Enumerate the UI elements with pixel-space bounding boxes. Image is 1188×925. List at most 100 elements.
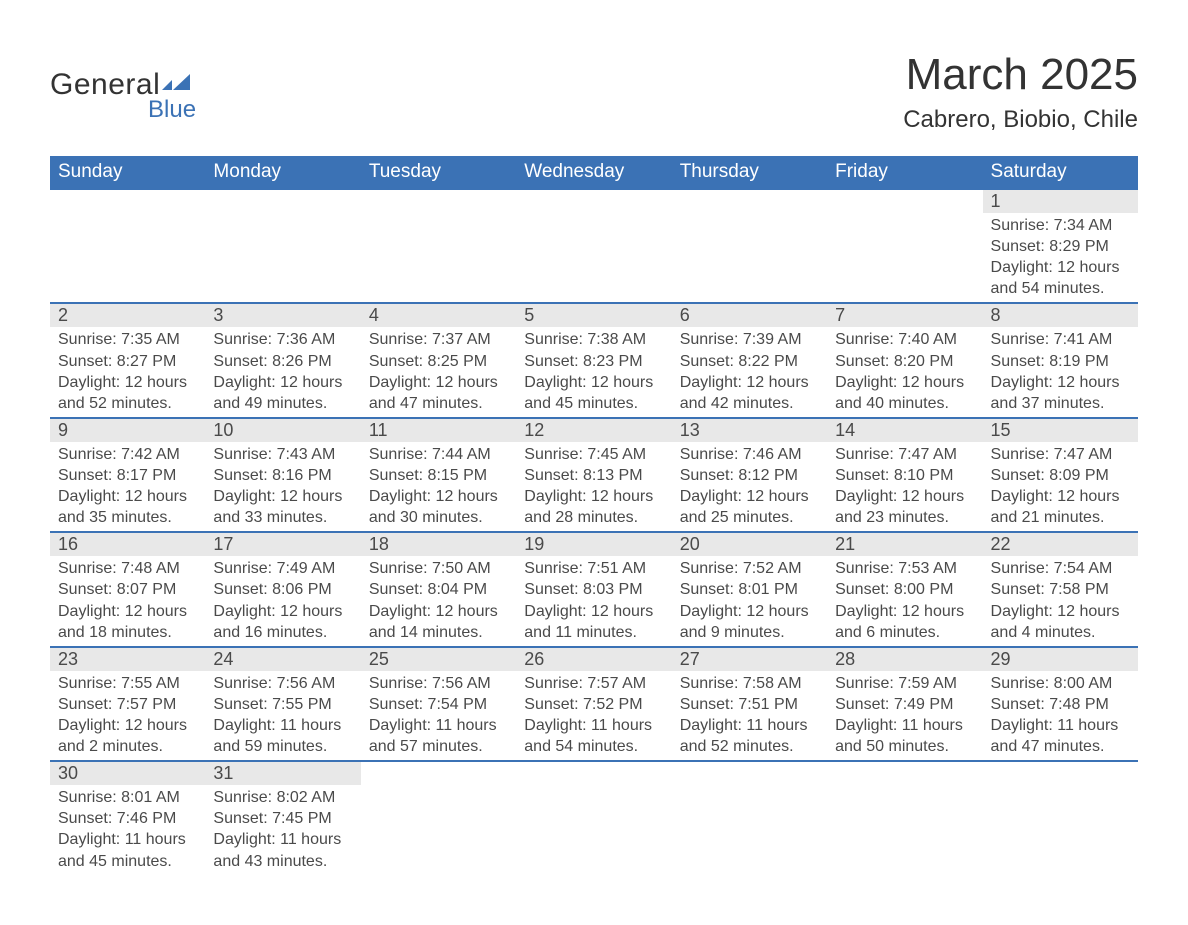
sunrise-label: Sunrise: 7:35 AM <box>58 329 197 350</box>
day-number: 2 <box>50 303 205 327</box>
daylight-label: and 54 minutes. <box>524 736 663 757</box>
sunset-label: Sunset: 8:25 PM <box>369 351 508 372</box>
daylight-label: Daylight: 12 hours <box>680 372 819 393</box>
daylight-label: Daylight: 12 hours <box>213 372 352 393</box>
daynum-row: 3031 <box>50 761 1138 785</box>
header: General Blue March 2025 Cabrero, Biobio,… <box>50 50 1138 134</box>
daylight-label: Daylight: 11 hours <box>369 715 508 736</box>
content-row: Sunrise: 7:35 AMSunset: 8:27 PMDaylight:… <box>50 327 1138 417</box>
daylight-label: and 52 minutes. <box>58 393 197 414</box>
day-number <box>672 761 827 785</box>
sunrise-label: Sunrise: 7:57 AM <box>524 673 663 694</box>
daylight-label: Daylight: 12 hours <box>58 601 197 622</box>
sunset-label: Sunset: 8:07 PM <box>58 579 197 600</box>
sunset-label: Sunset: 7:57 PM <box>58 694 197 715</box>
sunrise-label: Sunrise: 7:38 AM <box>524 329 663 350</box>
daylight-label: and 25 minutes. <box>680 507 819 528</box>
day-cell: Sunrise: 7:49 AMSunset: 8:06 PMDaylight:… <box>205 556 360 646</box>
day-number: 9 <box>50 418 205 442</box>
day-cell: Sunrise: 7:48 AMSunset: 8:07 PMDaylight:… <box>50 556 205 646</box>
day-number: 13 <box>672 418 827 442</box>
sunrise-label: Sunrise: 7:58 AM <box>680 673 819 694</box>
day-cell: Sunrise: 7:39 AMSunset: 8:22 PMDaylight:… <box>672 327 827 417</box>
content-row: Sunrise: 7:42 AMSunset: 8:17 PMDaylight:… <box>50 442 1138 532</box>
daylight-label: Daylight: 12 hours <box>835 601 974 622</box>
sunrise-label: Sunrise: 7:52 AM <box>680 558 819 579</box>
sunrise-label: Sunrise: 7:34 AM <box>991 215 1130 236</box>
sunrise-label: Sunrise: 7:56 AM <box>369 673 508 694</box>
day-number <box>516 761 671 785</box>
sunrise-label: Sunrise: 7:54 AM <box>991 558 1130 579</box>
daylight-label: Daylight: 11 hours <box>835 715 974 736</box>
sunrise-label: Sunrise: 7:45 AM <box>524 444 663 465</box>
daylight-label: Daylight: 12 hours <box>680 486 819 507</box>
sunset-label: Sunset: 8:03 PM <box>524 579 663 600</box>
day-cell: Sunrise: 8:02 AMSunset: 7:45 PMDaylight:… <box>205 785 360 874</box>
daylight-label: Daylight: 11 hours <box>213 715 352 736</box>
content-row: Sunrise: 7:55 AMSunset: 7:57 PMDaylight:… <box>50 671 1138 761</box>
daylight-label: and 23 minutes. <box>835 507 974 528</box>
day-number: 17 <box>205 532 360 556</box>
day-number <box>516 189 671 213</box>
day-cell: Sunrise: 7:59 AMSunset: 7:49 PMDaylight:… <box>827 671 982 761</box>
day-cell <box>50 213 205 303</box>
day-number: 11 <box>361 418 516 442</box>
daylight-label: Daylight: 12 hours <box>991 372 1130 393</box>
day-number <box>50 189 205 213</box>
sunrise-label: Sunrise: 7:44 AM <box>369 444 508 465</box>
day-cell: Sunrise: 8:00 AMSunset: 7:48 PMDaylight:… <box>983 671 1138 761</box>
day-number: 16 <box>50 532 205 556</box>
daylight-label: Daylight: 12 hours <box>524 601 663 622</box>
day-number: 27 <box>672 647 827 671</box>
day-header: Monday <box>205 156 360 189</box>
day-number: 28 <box>827 647 982 671</box>
day-cell: Sunrise: 7:54 AMSunset: 7:58 PMDaylight:… <box>983 556 1138 646</box>
daynum-row: 23242526272829 <box>50 647 1138 671</box>
day-cell: Sunrise: 7:56 AMSunset: 7:54 PMDaylight:… <box>361 671 516 761</box>
logo-text-blue: Blue <box>148 96 196 124</box>
day-number: 26 <box>516 647 671 671</box>
day-cell <box>827 785 982 874</box>
day-number <box>361 189 516 213</box>
sunset-label: Sunset: 7:48 PM <box>991 694 1130 715</box>
day-cell: Sunrise: 7:46 AMSunset: 8:12 PMDaylight:… <box>672 442 827 532</box>
day-header: Friday <box>827 156 982 189</box>
daylight-label: and 52 minutes. <box>680 736 819 757</box>
day-cell: Sunrise: 7:47 AMSunset: 8:09 PMDaylight:… <box>983 442 1138 532</box>
daylight-label: and 30 minutes. <box>369 507 508 528</box>
day-cell <box>983 785 1138 874</box>
daylight-label: and 6 minutes. <box>835 622 974 643</box>
daylight-label: Daylight: 12 hours <box>58 372 197 393</box>
day-number: 23 <box>50 647 205 671</box>
day-cell <box>516 213 671 303</box>
day-cell: Sunrise: 8:01 AMSunset: 7:46 PMDaylight:… <box>50 785 205 874</box>
day-number: 5 <box>516 303 671 327</box>
location-label: Cabrero, Biobio, Chile <box>903 106 1138 134</box>
sunrise-label: Sunrise: 8:02 AM <box>213 787 352 808</box>
sunset-label: Sunset: 7:49 PM <box>835 694 974 715</box>
daylight-label: and 2 minutes. <box>58 736 197 757</box>
sunrise-label: Sunrise: 7:43 AM <box>213 444 352 465</box>
daylight-label: and 4 minutes. <box>991 622 1130 643</box>
daylight-label: and 54 minutes. <box>991 278 1130 299</box>
sunrise-label: Sunrise: 7:36 AM <box>213 329 352 350</box>
daylight-label: Daylight: 11 hours <box>213 829 352 850</box>
sunset-label: Sunset: 7:46 PM <box>58 808 197 829</box>
day-number: 6 <box>672 303 827 327</box>
day-number: 21 <box>827 532 982 556</box>
day-cell <box>516 785 671 874</box>
sunrise-label: Sunrise: 7:49 AM <box>213 558 352 579</box>
day-cell: Sunrise: 7:42 AMSunset: 8:17 PMDaylight:… <box>50 442 205 532</box>
day-cell: Sunrise: 7:45 AMSunset: 8:13 PMDaylight:… <box>516 442 671 532</box>
daylight-label: Daylight: 12 hours <box>524 486 663 507</box>
sunrise-label: Sunrise: 7:46 AM <box>680 444 819 465</box>
daylight-label: Daylight: 12 hours <box>213 601 352 622</box>
sunset-label: Sunset: 8:04 PM <box>369 579 508 600</box>
daylight-label: and 9 minutes. <box>680 622 819 643</box>
day-cell <box>672 213 827 303</box>
daylight-label: and 50 minutes. <box>835 736 974 757</box>
sunrise-label: Sunrise: 7:48 AM <box>58 558 197 579</box>
daylight-label: Daylight: 12 hours <box>58 486 197 507</box>
day-number: 15 <box>983 418 1138 442</box>
content-row: Sunrise: 7:34 AMSunset: 8:29 PMDaylight:… <box>50 213 1138 303</box>
